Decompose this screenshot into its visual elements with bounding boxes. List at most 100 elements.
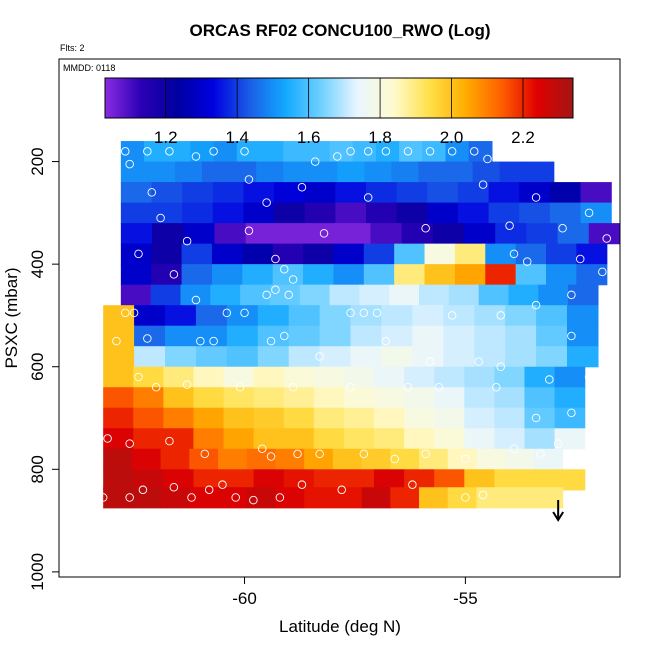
heatmap-cell xyxy=(202,161,230,183)
heatmap-cell xyxy=(253,428,285,450)
heatmap-cell xyxy=(165,325,197,347)
sample-point xyxy=(156,213,165,223)
heatmap-cell xyxy=(494,387,526,409)
heatmap-cell xyxy=(288,305,321,327)
heatmap-cell xyxy=(375,141,400,163)
heatmap-cell xyxy=(554,428,586,450)
heatmap-cell xyxy=(283,141,307,163)
heatmap-cell xyxy=(163,469,195,491)
heatmap-cell xyxy=(389,284,420,306)
heatmap-cell xyxy=(253,387,285,409)
sample-point xyxy=(271,285,280,295)
x-axis: -60 -55 xyxy=(232,577,478,608)
heatmap-cell xyxy=(464,428,495,450)
heatmap-cell xyxy=(151,202,183,224)
heatmap-cell xyxy=(524,366,556,388)
heatmap-cell xyxy=(163,428,195,450)
heatmap-cell xyxy=(370,223,403,245)
heatmap-cell xyxy=(313,366,345,388)
heatmap-cell xyxy=(195,305,228,327)
y-tick-label: 200 xyxy=(28,147,47,175)
heatmap-cell xyxy=(243,202,275,224)
heatmap-cell xyxy=(181,243,213,265)
sample-point xyxy=(151,382,161,392)
heatmap-cell xyxy=(180,284,211,306)
sample-point xyxy=(381,147,391,156)
heatmap-cell xyxy=(457,182,490,204)
sample-point xyxy=(182,380,192,389)
heatmap-cell xyxy=(519,182,551,204)
colorbar-tick-label: 1.6 xyxy=(297,128,321,147)
sample-point xyxy=(425,147,435,156)
heatmap-cell xyxy=(283,407,315,429)
heatmap-cell xyxy=(211,243,243,265)
heatmap-cell xyxy=(257,305,290,327)
heatmap-cell xyxy=(190,141,215,163)
heatmap-cell xyxy=(313,428,345,450)
heatmap-cell xyxy=(103,487,133,509)
sample-point xyxy=(478,180,488,189)
sample-point xyxy=(434,382,444,392)
sample-point xyxy=(447,147,457,156)
heatmap-cell xyxy=(165,346,197,368)
heatmap-cell xyxy=(144,141,168,163)
heatmap-cell xyxy=(210,284,241,306)
heatmap-cell xyxy=(445,141,470,163)
heatmap-cell xyxy=(165,305,197,327)
sample-point xyxy=(478,490,488,500)
sample-point xyxy=(121,147,130,156)
heatmap-cell xyxy=(381,325,413,347)
heatmap-cell xyxy=(533,448,564,470)
heatmap-cell xyxy=(120,202,153,224)
heatmap-cell xyxy=(276,223,309,245)
sample-point xyxy=(531,413,541,423)
heatmap-cell xyxy=(447,487,478,509)
sample-point xyxy=(346,382,355,392)
heatmap-cell xyxy=(443,305,475,327)
sample-point xyxy=(381,336,391,346)
heatmap-cell xyxy=(374,428,405,450)
sample-point xyxy=(125,159,134,169)
heatmap-cell xyxy=(333,264,365,286)
heatmap-cell xyxy=(283,428,315,450)
sample-point xyxy=(121,308,130,318)
heatmap-cell xyxy=(275,487,305,509)
sample-point xyxy=(266,336,276,346)
heatmap-cell xyxy=(223,407,255,429)
heatmap-cell xyxy=(374,366,405,388)
sample-point xyxy=(280,265,289,274)
heatmap-cell xyxy=(253,407,285,429)
sample-point xyxy=(209,336,218,346)
heatmap-cell xyxy=(333,243,365,265)
heatmap-cell xyxy=(404,428,435,450)
heatmap-cell xyxy=(418,161,447,183)
heatmap-cell xyxy=(303,264,335,286)
y-tick-label: 600 xyxy=(28,353,47,381)
heatmap-cell xyxy=(304,182,336,204)
sample-point xyxy=(112,336,121,346)
sample-point xyxy=(359,308,369,318)
heatmap-cell xyxy=(152,223,184,245)
heatmap-cell xyxy=(283,469,315,491)
sample-point xyxy=(496,362,505,371)
sample-point xyxy=(474,357,483,366)
colorbar-tick-label: 1.4 xyxy=(225,128,249,147)
heatmap-cell xyxy=(390,448,420,470)
heatmap-cell xyxy=(432,223,465,245)
heatmap-cell xyxy=(211,264,243,286)
heatmap-cell xyxy=(303,243,335,265)
heatmap-cell xyxy=(182,202,214,224)
sample-point xyxy=(461,493,470,502)
sample-point xyxy=(483,154,492,164)
heatmap-cell xyxy=(404,407,435,429)
heatmap-cell xyxy=(443,325,475,347)
heatmap-cell xyxy=(580,182,612,204)
heatmap-cell xyxy=(147,161,176,183)
sample-point xyxy=(165,147,174,156)
heatmap-cell xyxy=(189,487,219,509)
sample-point xyxy=(169,270,179,279)
heatmap-cell xyxy=(243,182,275,204)
heatmap-cell xyxy=(538,284,569,306)
heatmap-cell xyxy=(478,284,510,306)
heatmap-cell xyxy=(304,202,336,224)
